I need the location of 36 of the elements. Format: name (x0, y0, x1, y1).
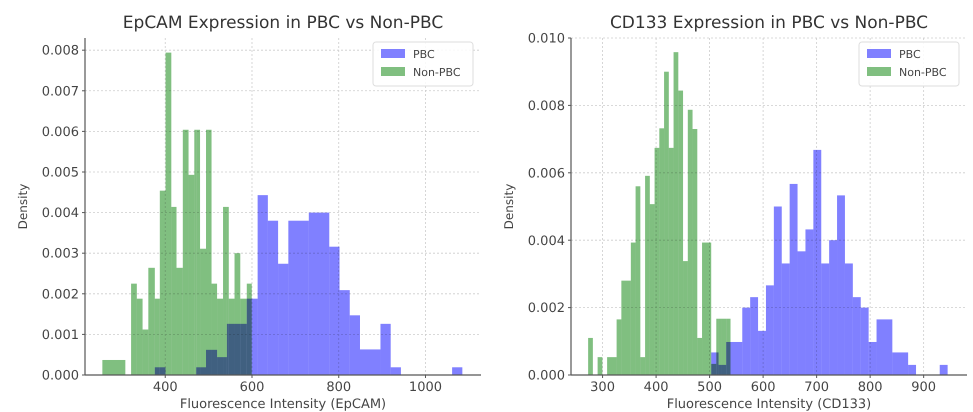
y-tick-label: 0.004 (528, 234, 565, 249)
legend-label: PBC (899, 48, 921, 61)
chart-title: CD133 Expression in PBC vs Non-PBC (610, 13, 928, 33)
x-tick-label: 700 (804, 380, 830, 395)
y-tick-label: 0.006 (528, 166, 565, 182)
legend-label: PBC (413, 48, 435, 61)
y-tick-label: 0.002 (528, 301, 565, 316)
chart-title: EpCAM Expression in PBC vs Non-PBC (122, 13, 444, 33)
y-tick-label: 0.002 (42, 287, 79, 302)
y-tick-label: 0.005 (42, 166, 79, 181)
legend-label: Non-PBC (899, 66, 947, 79)
x-tick-label: 600 (240, 380, 264, 395)
y-tick-label: 0.008 (42, 44, 79, 59)
y-tick-label: 0.006 (42, 124, 79, 140)
x-tick-label: 600 (750, 380, 776, 395)
x-tick-label: 300 (590, 380, 615, 395)
y-tick-label: 0.008 (528, 98, 565, 114)
y-tick-label: 0.001 (42, 328, 79, 343)
x-axis-title: Fluorescence Intensity (CD133) (666, 397, 872, 412)
y-tick-label: 0.000 (528, 368, 565, 384)
x-tick-label: 500 (697, 380, 722, 395)
y-tick-label: 0.010 (528, 32, 565, 47)
y-tick-label: 0.000 (42, 368, 79, 384)
x-axis-title: Fluorescence Intensity (EpCAM) (180, 397, 386, 412)
x-tick-label: 400 (644, 380, 668, 395)
legend-label: Non-PBC (413, 66, 461, 79)
y-axis-title: Density (16, 184, 30, 230)
y-tick-label: 0.004 (42, 206, 79, 222)
y-tick-label: 0.003 (42, 246, 79, 262)
x-tick-label: 1000 (408, 380, 442, 395)
y-tick-label: 0.007 (42, 84, 79, 100)
y-axis-title: Density (502, 184, 516, 230)
x-tick-label: 800 (326, 380, 352, 395)
x-tick-label: 400 (152, 380, 178, 395)
x-tick-label: 900 (911, 380, 936, 395)
x-tick-label: 800 (858, 380, 883, 395)
